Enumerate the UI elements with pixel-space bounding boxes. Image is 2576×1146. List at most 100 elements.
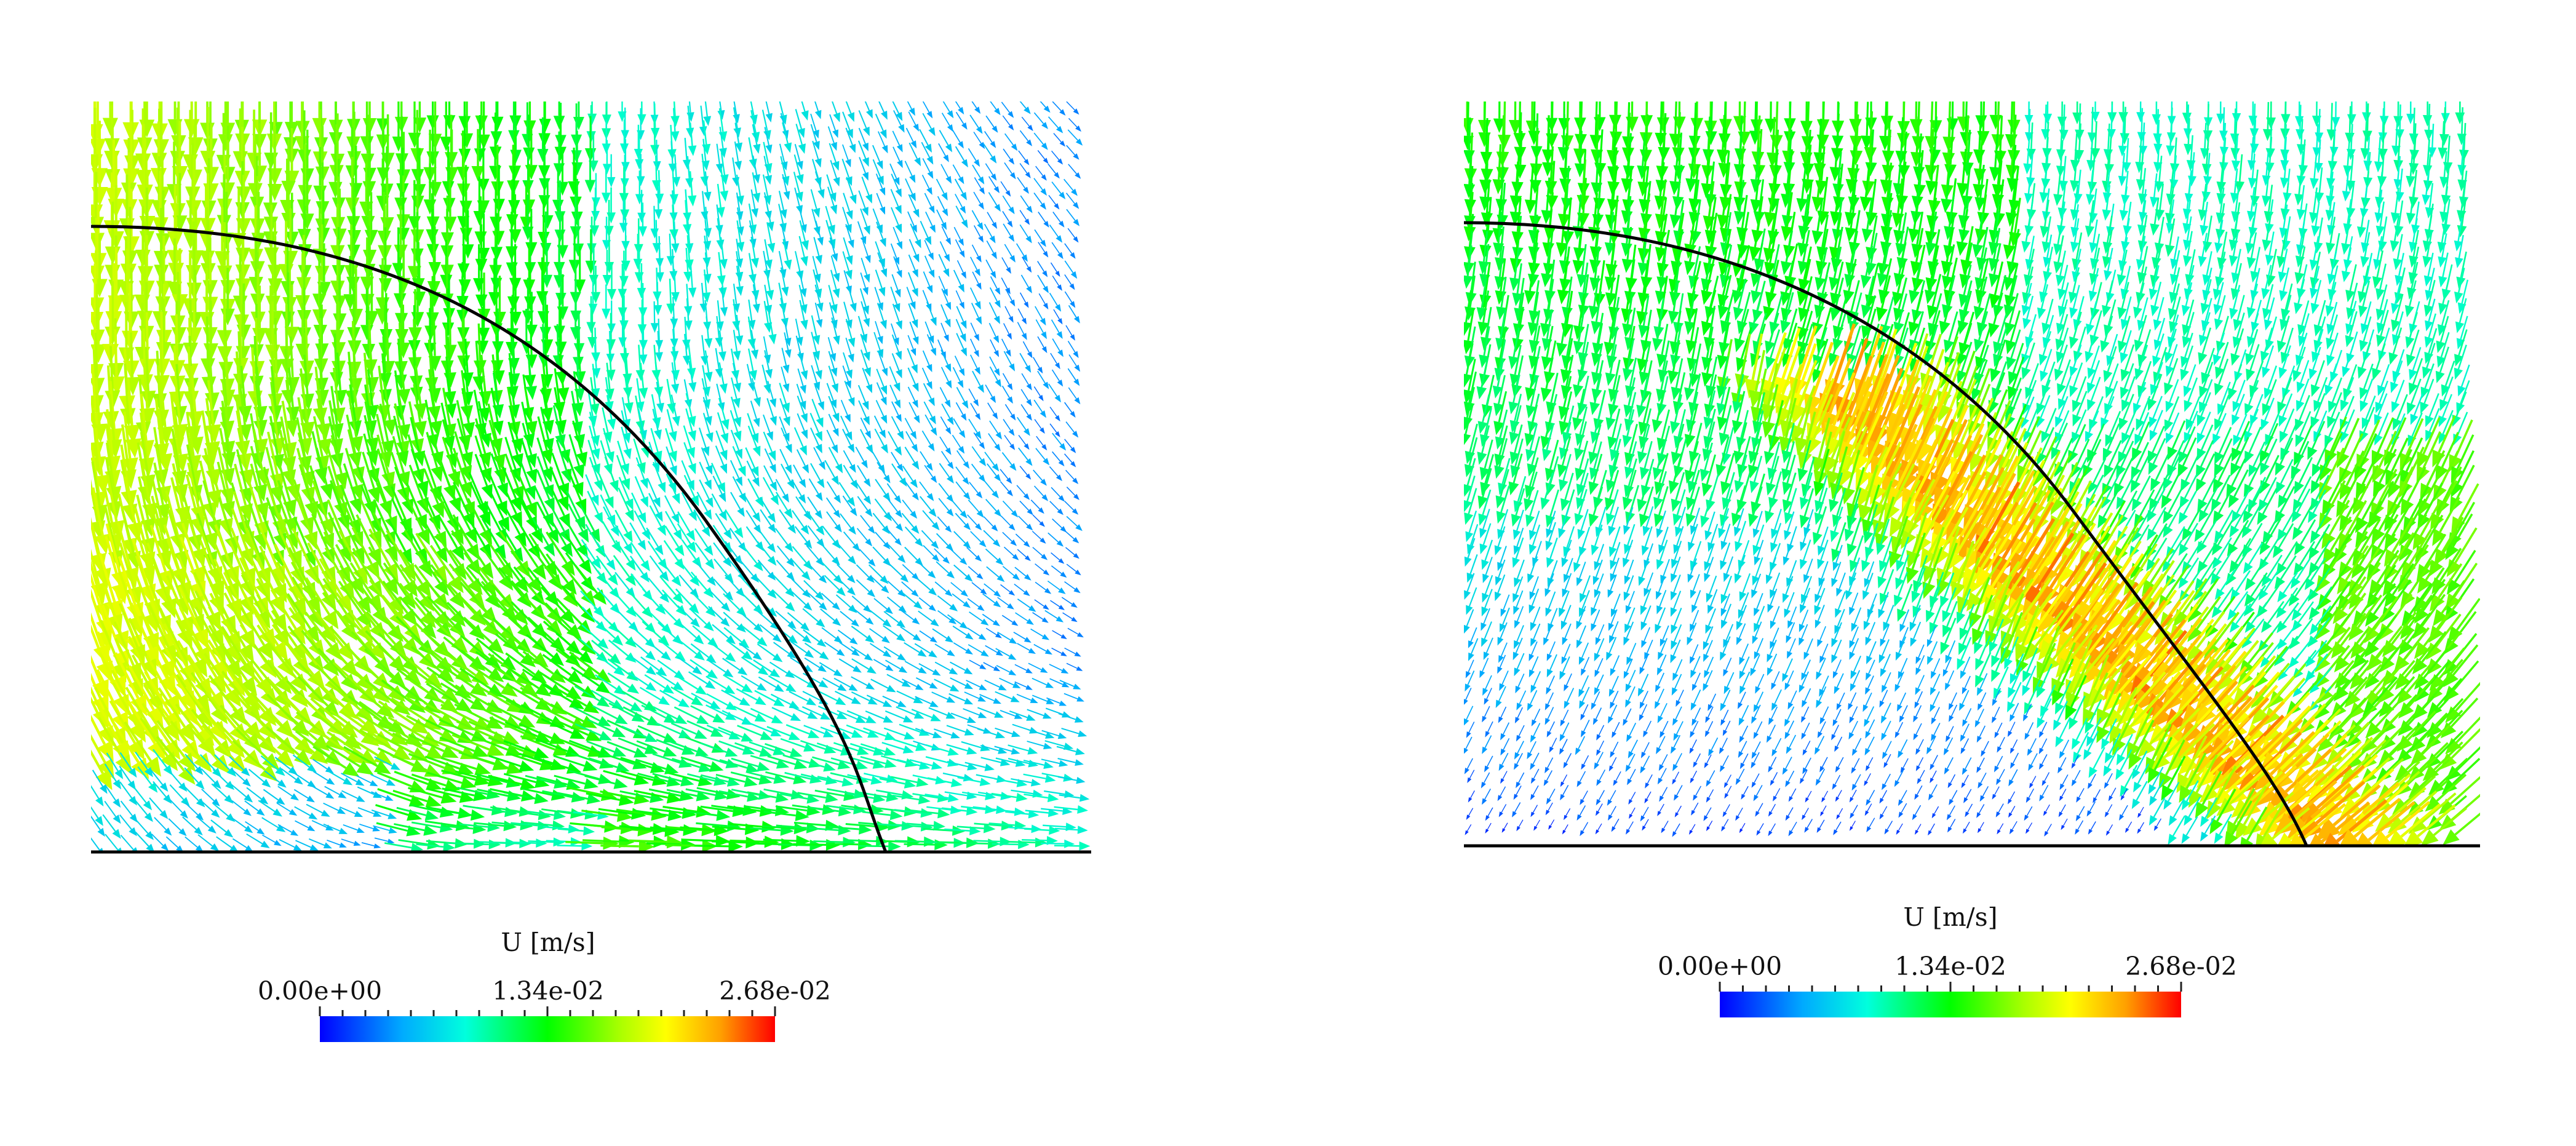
velocity-arrow-head — [1024, 159, 1030, 165]
velocity-arrow — [875, 320, 881, 337]
velocity-arrow-head — [885, 664, 894, 671]
velocity-arrow — [312, 480, 328, 520]
velocity-arrow — [478, 374, 486, 408]
velocity-arrow-head — [546, 607, 562, 624]
velocity-arrow — [372, 512, 392, 548]
velocity-arrow — [690, 122, 693, 146]
velocity-arrow — [596, 555, 613, 577]
velocity-arrow — [970, 322, 977, 336]
velocity-arrow — [1067, 368, 1076, 381]
velocity-arrow — [1049, 225, 1059, 237]
velocity-arrow — [983, 662, 995, 669]
velocity-arrow — [376, 448, 391, 486]
velocity-arrow-head — [978, 202, 984, 210]
velocity-arrow — [1001, 101, 1011, 113]
velocity-arrow-head — [1057, 508, 1063, 515]
velocity-arrow — [405, 482, 422, 517]
velocity-arrow — [870, 678, 889, 689]
velocity-arrow — [1019, 352, 1028, 367]
velocity-arrow — [714, 559, 728, 576]
velocity-arrow-head — [635, 370, 645, 381]
velocity-arrow-head — [801, 110, 809, 121]
velocity-arrow-head — [865, 715, 877, 723]
velocity-arrow-head — [979, 187, 985, 195]
velocity-arrow-head — [845, 159, 851, 168]
velocity-arrow-head — [900, 574, 909, 583]
velocity-arrow — [873, 415, 883, 432]
velocity-arrow-head — [704, 338, 713, 349]
velocity-arrow-head — [233, 295, 248, 313]
velocity-arrow-head — [303, 549, 316, 567]
velocity-arrow — [685, 200, 688, 225]
velocity-arrow — [432, 319, 436, 356]
velocity-arrow-head — [992, 221, 998, 229]
velocity-arrow — [565, 452, 579, 484]
velocity-arrow — [612, 590, 630, 610]
velocity-arrow-head — [865, 538, 873, 547]
velocity-arrow — [746, 460, 757, 479]
velocity-arrow-head — [1008, 234, 1015, 242]
velocity-arrow — [745, 447, 755, 469]
velocity-arrow-head — [673, 618, 684, 629]
velocity-arrow-head — [507, 296, 520, 311]
velocity-arrow-head — [475, 294, 488, 309]
velocity-arrow — [1019, 210, 1027, 220]
velocity-arrow-head — [602, 193, 611, 204]
velocity-arrow-head — [1038, 507, 1044, 514]
velocity-arrow-head — [1024, 574, 1032, 581]
velocity-arrow — [1018, 515, 1028, 527]
velocity-arrow — [858, 127, 866, 145]
velocity-arrow-head — [137, 185, 153, 204]
velocity-arrow-head — [1076, 666, 1083, 671]
velocity-arrow — [812, 255, 818, 275]
velocity-arrow — [814, 101, 819, 111]
velocity-arrow — [971, 244, 979, 257]
velocity-arrow — [1047, 163, 1057, 174]
velocity-arrow — [1049, 423, 1057, 433]
velocity-arrow — [829, 114, 836, 131]
velocity-arrow-head — [1043, 157, 1049, 164]
velocity-arrow-head — [1043, 712, 1052, 719]
velocity-arrow-head — [850, 479, 858, 490]
velocity-arrow-head — [815, 370, 822, 380]
velocity-arrow-head — [849, 303, 857, 312]
velocity-arrow — [1000, 481, 1009, 492]
velocity-arrow-head — [974, 159, 980, 167]
velocity-arrow-head — [458, 279, 471, 294]
velocity-arrow — [255, 317, 258, 362]
velocity-arrow — [1000, 515, 1011, 527]
velocity-arrow-head — [989, 236, 996, 244]
velocity-arrow-head — [853, 665, 862, 673]
velocity-arrow — [437, 486, 454, 519]
velocity-arrow-head — [1054, 362, 1060, 370]
velocity-arrow-head — [589, 403, 600, 416]
velocity-arrow-head — [263, 328, 279, 346]
velocity-arrow-head — [767, 555, 777, 566]
velocity-arrow-head — [738, 542, 747, 552]
velocity-arrow — [840, 611, 854, 623]
vector-field-left — [91, 101, 1091, 852]
velocity-arrow-head — [605, 496, 614, 509]
velocity-arrow-head — [960, 192, 967, 201]
velocity-arrow — [717, 183, 722, 208]
velocity-arrow — [936, 533, 948, 546]
velocity-arrow-head — [561, 559, 575, 576]
velocity-arrow — [968, 418, 978, 433]
velocity-arrow — [386, 530, 408, 567]
velocity-arrow — [1030, 628, 1044, 637]
velocity-arrow-head — [670, 131, 680, 142]
velocity-arrow-head — [270, 437, 285, 456]
velocity-arrow — [665, 428, 674, 452]
velocity-arrow — [813, 269, 819, 290]
velocity-arrow-head — [1073, 236, 1079, 243]
velocity-arrow-head — [624, 402, 634, 414]
velocity-arrow-head — [1044, 648, 1052, 655]
velocity-arrow-head — [520, 217, 533, 232]
velocity-arrow — [270, 366, 277, 406]
velocity-arrow-head — [945, 301, 952, 310]
velocity-arrow-head — [751, 258, 759, 269]
velocity-arrow — [258, 545, 280, 587]
velocity-arrow — [121, 509, 135, 553]
velocity-arrow — [741, 675, 760, 687]
velocity-arrow — [889, 563, 904, 578]
